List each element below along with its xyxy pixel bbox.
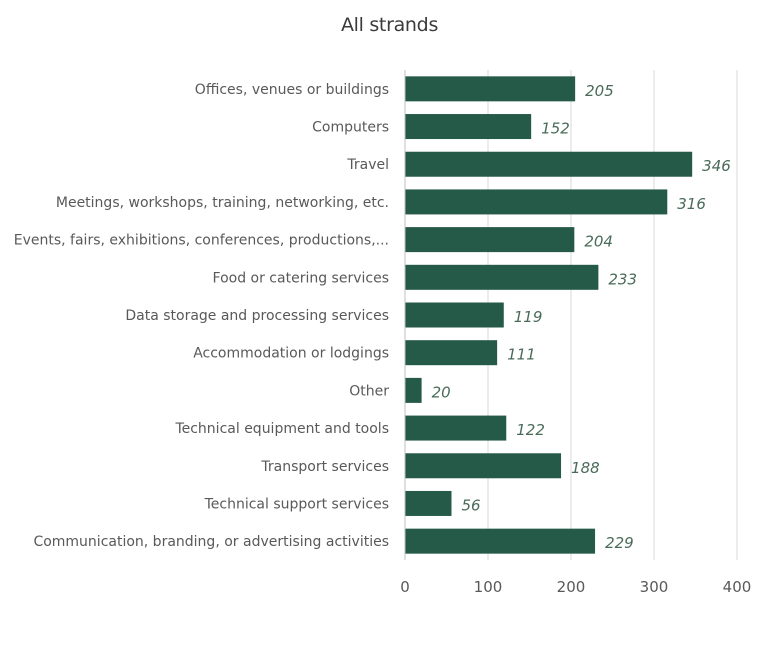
data-label-0: 205 [585, 82, 614, 100]
x-tick-label-200: 200 [557, 578, 586, 596]
category-label-0: Offices, venues or buildings [195, 82, 389, 98]
category-label-6: Data storage and processing services [125, 308, 389, 324]
data-label-7: 111 [507, 346, 536, 364]
bar-1 [405, 114, 532, 140]
bar-2 [405, 151, 693, 177]
data-label-11: 56 [461, 496, 480, 514]
data-label-8: 20 [432, 383, 451, 401]
data-label-6: 119 [514, 308, 543, 326]
bar-6 [405, 302, 504, 328]
bar-9 [405, 415, 507, 441]
chart-title: All strands [340, 14, 439, 36]
data-label-10: 188 [571, 459, 600, 477]
bar-5 [405, 264, 599, 290]
x-tick-label-400: 400 [723, 578, 752, 596]
x-tick-label-100: 100 [474, 578, 503, 596]
category-label-3: Meetings, workshops, training, networkin… [56, 195, 389, 211]
category-label-4: Events, fairs, exhibitions, conferences,… [14, 233, 389, 249]
bar-12 [405, 528, 596, 554]
bar-11 [405, 490, 452, 516]
data-label-5: 233 [608, 270, 637, 288]
category-label-9: Technical equipment and tools [174, 421, 389, 437]
bar-4 [405, 227, 575, 253]
category-label-7: Accommodation or lodgings [193, 346, 389, 362]
category-label-1: Computers [312, 120, 389, 136]
data-label-2: 346 [702, 157, 731, 175]
bar-8 [405, 377, 422, 403]
x-tick-label-300: 300 [640, 578, 669, 596]
bar-3 [405, 189, 668, 215]
bar-0 [405, 76, 576, 102]
x-tick-label-0: 0 [400, 578, 410, 596]
category-label-8: Other [349, 383, 389, 399]
category-label-2: Travel [346, 157, 389, 173]
data-label-9: 122 [516, 421, 545, 439]
data-label-3: 316 [677, 195, 706, 213]
category-label-10: Transport services [260, 459, 389, 475]
data-label-1: 152 [541, 120, 570, 138]
data-label-4: 204 [584, 233, 613, 251]
bar-7 [405, 340, 498, 366]
category-label-12: Communication, branding, or advertising … [33, 534, 389, 550]
category-label-5: Food or catering services [213, 270, 389, 286]
data-label-12: 229 [605, 534, 634, 552]
bar-10 [405, 453, 562, 479]
category-label-11: Technical support services [204, 496, 389, 512]
